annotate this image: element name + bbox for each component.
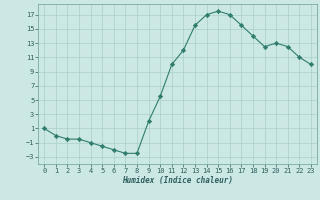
X-axis label: Humidex (Indice chaleur): Humidex (Indice chaleur) bbox=[122, 176, 233, 185]
